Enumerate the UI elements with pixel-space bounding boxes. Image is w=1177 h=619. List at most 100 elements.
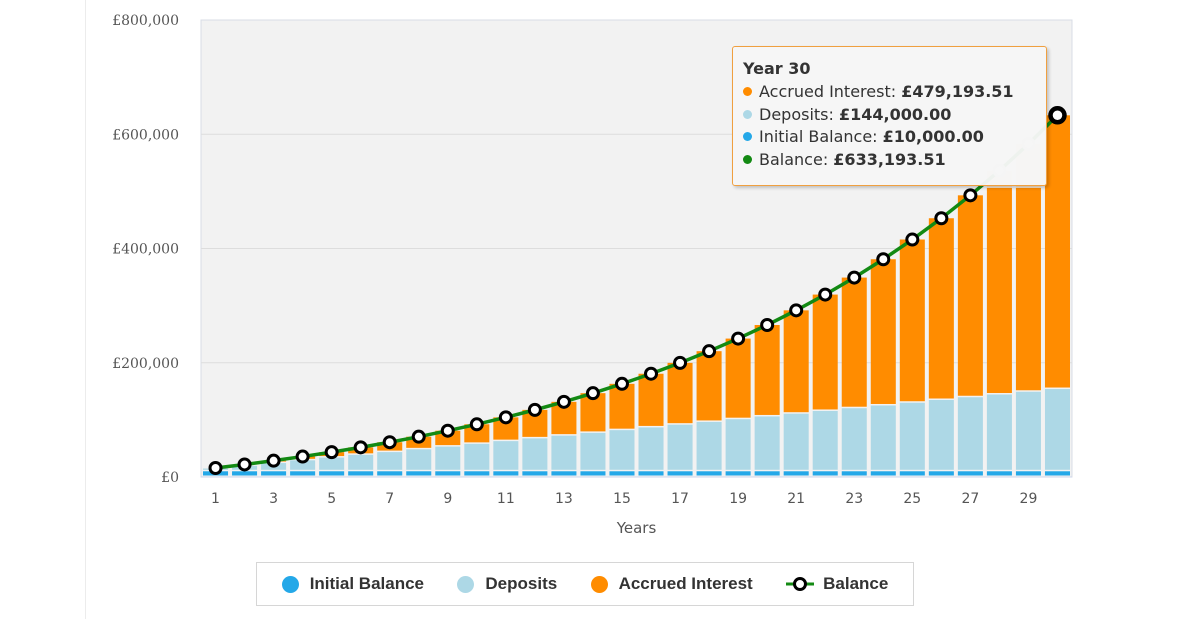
bar-deposits xyxy=(464,443,490,470)
y-tick-label: £0 xyxy=(161,470,179,486)
bar-initial-balance xyxy=(899,471,925,476)
x-tick-label: 13 xyxy=(555,491,573,507)
x-tick-label: 23 xyxy=(845,491,863,507)
x-tick-label: 1 xyxy=(211,491,220,507)
balance-point xyxy=(237,457,252,472)
bar-deposits xyxy=(435,446,461,470)
bar-accrued-interest xyxy=(638,373,664,426)
y-tick-label: £200,000 xyxy=(112,356,179,372)
accrued-interest-circle-icon xyxy=(590,575,608,593)
bar-deposits xyxy=(609,430,635,470)
balance-point xyxy=(440,423,455,438)
balance-point xyxy=(411,429,426,444)
bar-deposits xyxy=(696,421,722,470)
bar-accrued-interest xyxy=(1015,188,1041,391)
x-tick-label: 25 xyxy=(903,491,921,507)
bar-deposits xyxy=(348,454,374,470)
legend-item-accrued-interest[interactable]: Accrued Interest xyxy=(590,574,753,594)
balance-point xyxy=(1048,106,1067,125)
interest-dot-icon xyxy=(743,87,752,96)
balance-dot-icon xyxy=(743,154,752,164)
bar-accrued-interest xyxy=(725,338,751,418)
bar-initial-balance xyxy=(290,471,316,476)
x-tick-label: 5 xyxy=(327,491,336,507)
bar-deposits xyxy=(725,419,751,470)
x-tick-label: 21 xyxy=(787,491,805,507)
balance-point xyxy=(208,461,223,476)
balance-point xyxy=(324,445,339,460)
bar-accrued-interest xyxy=(928,218,954,399)
balance-point xyxy=(644,366,659,381)
bar-accrued-interest xyxy=(696,351,722,421)
page-divider xyxy=(85,0,86,619)
balance-point xyxy=(963,188,978,203)
balance-point xyxy=(905,232,920,247)
bar-deposits xyxy=(783,413,809,470)
legend-item-deposits[interactable]: Deposits xyxy=(457,574,557,594)
bar-initial-balance xyxy=(812,471,838,476)
bar-initial-balance xyxy=(870,471,896,476)
y-tick-label: £400,000 xyxy=(112,242,179,258)
bar-initial-balance xyxy=(1015,471,1041,476)
bar-deposits xyxy=(812,410,838,470)
x-tick-label: 17 xyxy=(671,491,689,507)
bar-deposits xyxy=(957,397,983,470)
bar-initial-balance xyxy=(696,471,722,476)
y-tick-label: £800,000 xyxy=(112,13,179,29)
balance-point xyxy=(760,317,775,332)
bar-deposits xyxy=(667,424,693,470)
bar-deposits xyxy=(1015,391,1041,470)
bar-initial-balance xyxy=(551,471,577,476)
bar-accrued-interest xyxy=(841,277,867,407)
bar-accrued-interest xyxy=(754,324,780,415)
balance-point xyxy=(585,386,600,401)
bar-initial-balance xyxy=(754,471,780,476)
bar-accrued-interest xyxy=(899,239,925,402)
balance-point xyxy=(934,211,949,226)
legend-item-balance[interactable]: Balance xyxy=(786,574,888,594)
tooltip-row-interest: Accrued Interest: £479,193.51 xyxy=(743,81,1036,104)
initial-balance-circle-icon xyxy=(281,575,299,593)
x-tick-label: 19 xyxy=(729,491,747,507)
bar-initial-balance xyxy=(841,471,867,476)
bar-initial-balance xyxy=(493,471,519,476)
balance-point xyxy=(789,303,804,318)
tooltip-row-deposits: Deposits: £144,000.00 xyxy=(743,104,1036,127)
legend-item-initial-balance[interactable]: Initial Balance xyxy=(281,574,424,594)
bar-accrued-interest xyxy=(957,195,983,396)
bar-accrued-interest xyxy=(609,383,635,429)
bar-initial-balance xyxy=(638,471,664,476)
bar-accrued-interest xyxy=(870,259,896,404)
x-tick-label: 11 xyxy=(497,491,515,507)
balance-point xyxy=(295,449,310,464)
bar-accrued-interest xyxy=(812,294,838,410)
bar-deposits xyxy=(377,452,403,470)
bar-initial-balance xyxy=(377,471,403,476)
balance-point xyxy=(498,410,513,425)
bar-initial-balance xyxy=(957,471,983,476)
balance-point xyxy=(818,287,833,302)
balance-point xyxy=(702,344,717,359)
bar-deposits xyxy=(841,408,867,470)
bar-initial-balance xyxy=(522,471,548,476)
bar-deposits xyxy=(493,441,519,470)
x-tick-label: 3 xyxy=(269,491,278,507)
balance-point xyxy=(266,453,281,468)
x-axis-label: Years xyxy=(616,519,657,537)
tooltip-title: Year 30 xyxy=(743,59,811,78)
bar-initial-balance xyxy=(261,471,287,476)
bar-initial-balance xyxy=(580,471,606,476)
deposits-dot-icon xyxy=(743,109,752,119)
bar-accrued-interest xyxy=(783,310,809,413)
balance-point xyxy=(353,440,368,455)
bar-initial-balance xyxy=(348,471,374,476)
bar-initial-balance xyxy=(406,471,432,476)
balance-point xyxy=(556,394,571,409)
bar-deposits xyxy=(754,416,780,470)
bar-initial-balance xyxy=(232,471,258,476)
bar-deposits xyxy=(319,457,345,470)
bar-deposits xyxy=(406,449,432,470)
bar-initial-balance xyxy=(435,471,461,476)
bar-deposits xyxy=(899,402,925,470)
bar-deposits xyxy=(522,438,548,470)
